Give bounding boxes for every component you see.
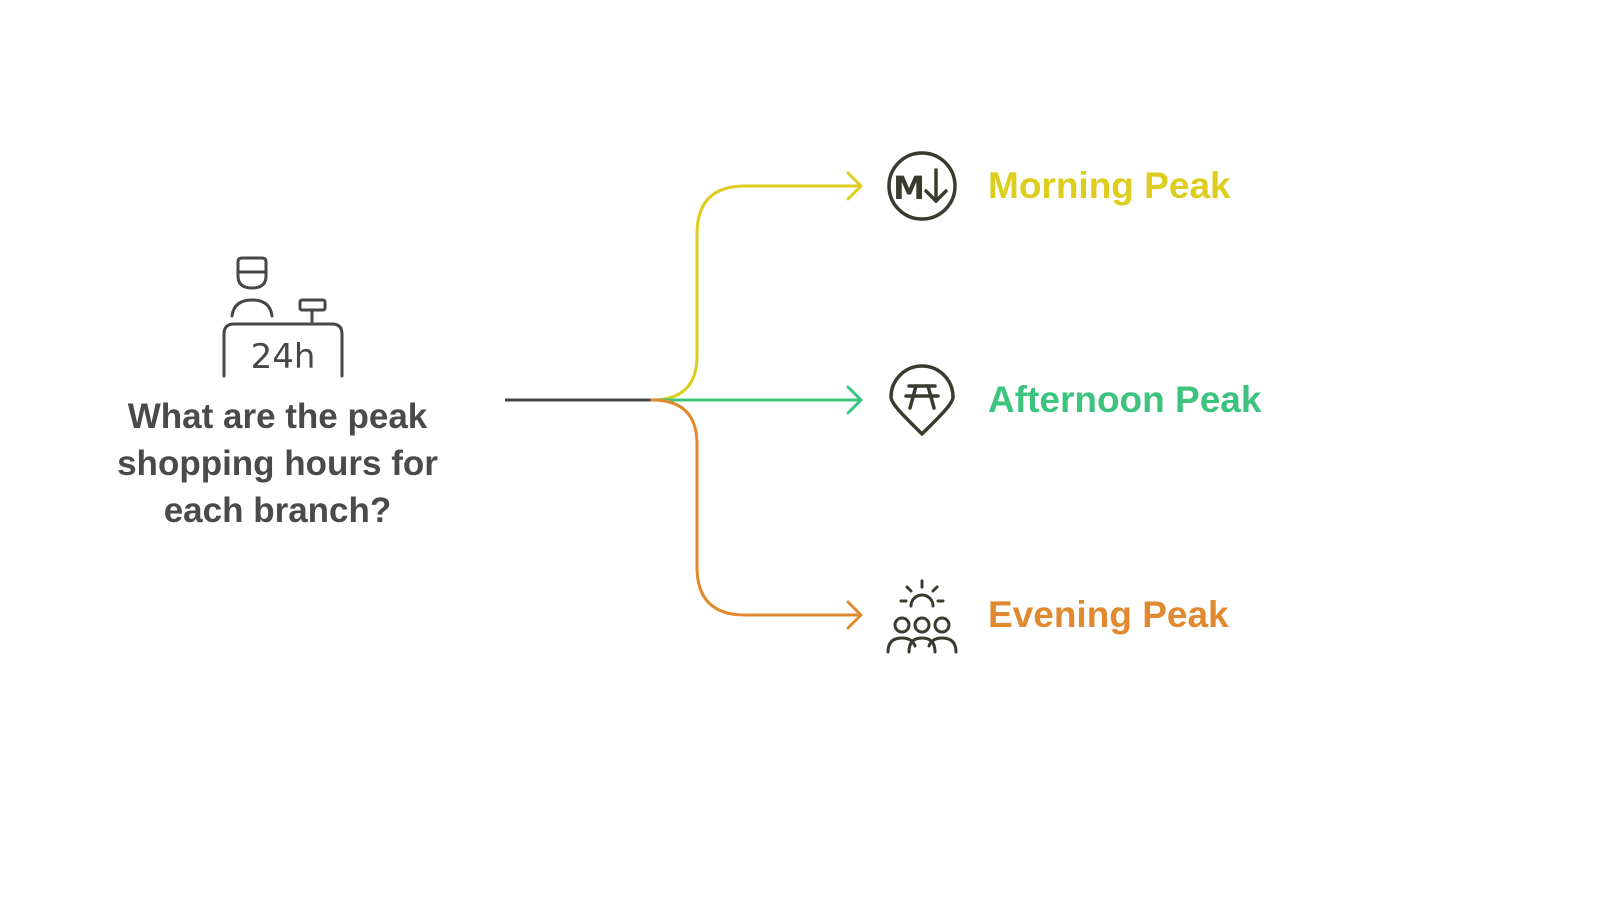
- branch-label-evening: Evening Peak: [988, 594, 1229, 635]
- counter-24h-text: 24h: [251, 337, 316, 377]
- central-question: What are the peak shopping hours for eac…: [117, 397, 438, 530]
- branch-label-afternoon: Afternoon Peak: [988, 379, 1262, 420]
- crowd-sunset-icon: [886, 579, 958, 654]
- arrowhead-afternoon: [846, 385, 863, 415]
- morning-icon-letter: M: [893, 169, 925, 207]
- branch-label-morning: Morning Peak: [988, 165, 1231, 206]
- branch-connector-afternoon: [650, 385, 863, 415]
- arrowhead-evening: [846, 600, 863, 630]
- branch-connector-morning: [650, 171, 863, 402]
- branch-connector-evening: [650, 398, 863, 630]
- store-clerk-24h-icon: 24h: [222, 256, 344, 378]
- arrowhead-morning: [846, 171, 863, 201]
- mortgage-rate-down-icon: M: [887, 151, 957, 221]
- picnic-location-pin-icon: [889, 364, 955, 436]
